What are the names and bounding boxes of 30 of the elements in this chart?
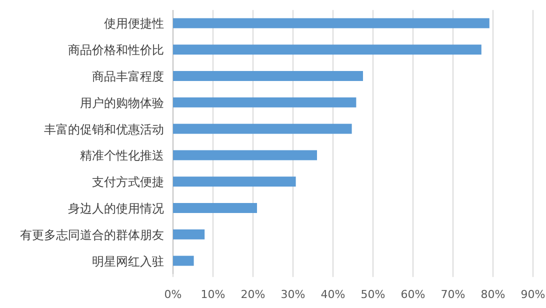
bar (173, 150, 317, 160)
y-tick-label: 身边人的使用情况 (68, 202, 164, 216)
y-tick-label: 使用便捷性 (104, 16, 164, 31)
bar (173, 18, 490, 28)
bar (173, 124, 352, 134)
bar (173, 71, 363, 81)
x-tick-label: 70% (440, 288, 466, 301)
y-tick-label: 精准个性化推送 (80, 148, 164, 163)
y-tick-label: 商品价格和性价比 (68, 43, 164, 58)
bar (173, 176, 296, 187)
y-tick-label: 明星网红入驻 (92, 254, 164, 268)
y-tick-label: 有更多志同道合的群体朋友 (20, 228, 164, 242)
bar (173, 229, 205, 240)
y-tick-label: 商品丰富程度 (92, 70, 164, 84)
y-tick-label: 用户的购物体验 (80, 96, 164, 110)
bar (173, 256, 194, 266)
x-tick-label: 40% (320, 288, 346, 301)
x-tick-label: 20% (240, 288, 266, 301)
bar (173, 203, 257, 213)
x-tick-label: 80% (480, 288, 506, 301)
y-tick-label: 丰富的促销和优惠活动 (44, 122, 164, 136)
y-tick-label: 支付方式便捷 (92, 175, 164, 190)
x-tick-label: 10% (200, 288, 226, 301)
x-tick-label: 50% (360, 288, 386, 301)
bar (173, 44, 482, 55)
x-tick-label: 30% (280, 288, 306, 301)
x-tick-label: 0% (164, 288, 182, 301)
x-tick-label: 90% (520, 288, 546, 301)
x-tick-label: 60% (400, 288, 426, 301)
bar (173, 97, 356, 108)
